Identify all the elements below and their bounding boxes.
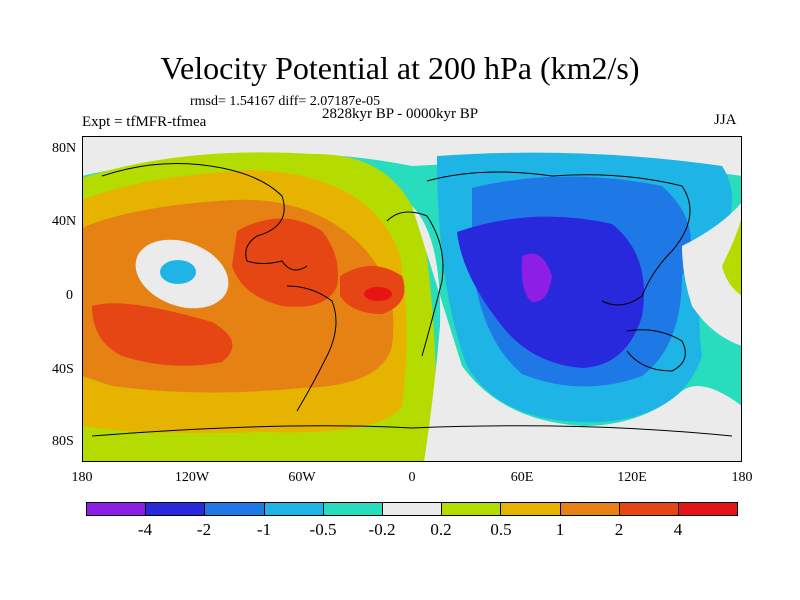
experiment-label: Expt = tfMFR-tfmea	[82, 114, 207, 130]
colorbar-box	[678, 503, 738, 515]
contour-positive-max	[364, 287, 392, 301]
lat-tick-80s: 80S	[52, 434, 74, 449]
colorbar-box	[382, 503, 443, 515]
colorbar-box	[501, 503, 561, 515]
contour-negative-pacific	[160, 260, 196, 284]
lat-tick-0: 0	[66, 288, 73, 303]
coast-africa	[386, 211, 444, 357]
colorbar-label: -2	[196, 520, 212, 539]
colorbar	[86, 502, 738, 516]
lon-tick-120e: 120E	[617, 470, 647, 485]
colorbar-label: -1	[256, 520, 272, 539]
period-text: 2828kyr BP - 0000kyr BP	[322, 106, 479, 122]
coast-south-america	[286, 285, 337, 412]
stats-text: rmsd= 1.54167 diff= 2.07187e-05	[190, 94, 381, 109]
lon-tick-60w: 60W	[288, 470, 316, 485]
coastlines	[91, 163, 733, 437]
colorbar-box	[87, 503, 147, 515]
season-label: JJA	[714, 112, 737, 128]
colorbar-label: -0.2	[368, 520, 396, 539]
colorbar-box	[146, 503, 206, 515]
colorbar-label: 0.2	[430, 520, 452, 539]
lat-tick-40s: 40S	[52, 362, 74, 377]
colorbar-box	[619, 503, 679, 515]
contour-near-zero-north	[82, 136, 742, 176]
colorbar-label: -4	[137, 520, 153, 539]
velocity-potential-map	[82, 136, 742, 462]
lon-tick-60e: 60E	[510, 470, 534, 485]
contour-near-zero-east	[682, 202, 742, 346]
lat-tick-80n: 80N	[52, 141, 77, 156]
lon-tick-120w: 120W	[174, 470, 210, 485]
contour-positive-east	[722, 216, 742, 296]
contour-positive-red-west	[92, 303, 233, 366]
map-frame	[82, 136, 742, 462]
contour-near-zero-south	[412, 206, 742, 462]
colorbar-label: 2	[614, 520, 624, 539]
lat-tick-40n: 40N	[52, 214, 77, 229]
contour-negative-min	[521, 253, 552, 303]
colorbar-label: 4	[673, 520, 683, 539]
coast-north-america	[101, 163, 308, 271]
colorbar-box	[442, 503, 502, 515]
coast-antarctica	[91, 425, 733, 437]
colorbar-label: 1	[555, 520, 565, 539]
lon-tick-180e: 180	[731, 470, 753, 485]
contour-negative-dark	[457, 216, 644, 368]
colorbar-label: 0.5	[490, 520, 512, 539]
lon-tick-0: 0	[408, 470, 416, 485]
colorbar-box	[264, 503, 324, 515]
map-title: Velocity Potential at 200 hPa (km2/s)	[160, 50, 640, 86]
colorbar-box	[560, 503, 620, 515]
coast-eurasia	[426, 171, 691, 306]
colorbar-box	[205, 503, 265, 515]
coast-australia	[626, 329, 686, 372]
contour-positive-red-atlantic	[232, 218, 338, 307]
lon-tick-180w: 180	[71, 470, 93, 485]
colorbar-box	[323, 503, 383, 515]
colorbar-label: -0.5	[309, 520, 337, 539]
